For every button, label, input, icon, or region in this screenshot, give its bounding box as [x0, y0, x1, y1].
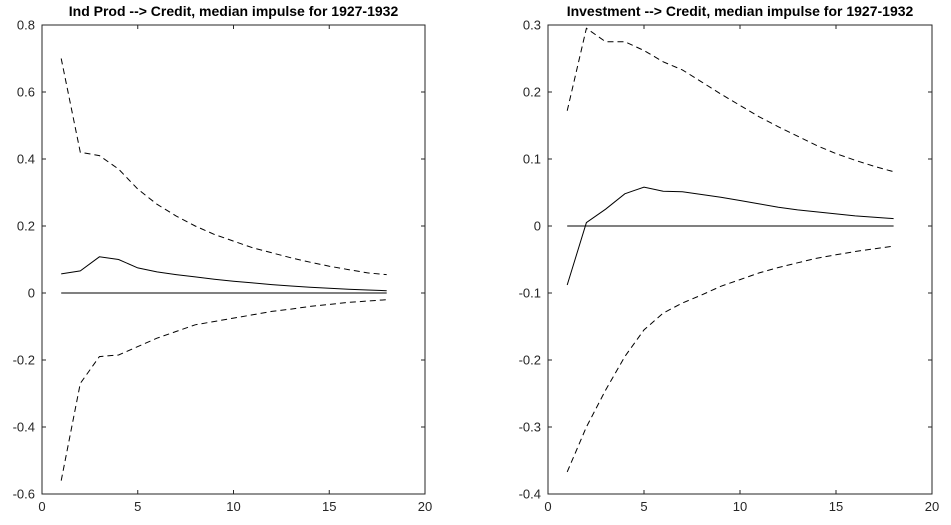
chart-ind-prod-credit: Ind Prod --> Credit, median impulse for …: [13, 3, 433, 514]
series-line-1-dashed: [566, 27, 894, 173]
y-tick-label: -0.1: [519, 286, 541, 301]
x-tick-label: 0: [544, 499, 551, 514]
series-line-3-dashed: [566, 245, 894, 473]
y-tick-label: 0.2: [17, 219, 35, 234]
y-tick-label: -0.2: [519, 353, 541, 368]
y-tick-label: 0.1: [523, 152, 541, 167]
x-tick-label: 20: [925, 499, 939, 514]
y-tick-label: 0.4: [17, 152, 35, 167]
y-tick-label: 0: [28, 286, 35, 301]
chart-title: Ind Prod --> Credit, median impulse for …: [69, 3, 399, 19]
axis-ticks: 0 5 10 15 20 -0.6 -0.4 -0.2 0 0.2 0.4 0.6 0.8: [13, 18, 433, 515]
series-line-2-solid: [566, 186, 894, 286]
y-tick-label: -0.4: [519, 487, 541, 502]
y-tick-label: -0.2: [13, 353, 35, 368]
y-tick-label: 0.6: [17, 85, 35, 100]
x-tick-label: 5: [640, 499, 647, 514]
series-group: [566, 27, 894, 473]
x-tick-label: 20: [418, 499, 432, 514]
y-tick-label: 0.8: [17, 18, 35, 33]
chart-title: Investment --> Credit, median impulse fo…: [567, 3, 914, 19]
plot-area: [41, 24, 426, 495]
plot-area: [547, 24, 933, 495]
y-tick-label: 0.2: [523, 85, 541, 100]
x-tick-label: 15: [829, 499, 843, 514]
series-line-1-dashed: [60, 58, 387, 276]
x-tick-label: 5: [134, 499, 141, 514]
x-tick-label: 10: [226, 499, 240, 514]
x-tick-label: 10: [733, 499, 747, 514]
y-tick-label: 0.3: [523, 18, 541, 33]
series-group: [60, 58, 387, 481]
y-tick-label: -0.4: [13, 420, 35, 435]
series-line-3-dashed: [60, 299, 387, 481]
y-tick-label: 0: [534, 219, 541, 234]
y-tick-label: -0.6: [13, 487, 35, 502]
chart-investment-credit: Investment --> Credit, median impulse fo…: [519, 3, 940, 514]
x-tick-label: 15: [322, 499, 336, 514]
axis-ticks: 0 5 10 15 20 -0.4 -0.3 -0.2 -0.1 0 0.1 0.2 0.3: [519, 18, 940, 515]
series-line-2-solid: [61, 256, 387, 292]
x-tick-label: 0: [38, 499, 45, 514]
y-tick-label: -0.3: [519, 420, 541, 435]
